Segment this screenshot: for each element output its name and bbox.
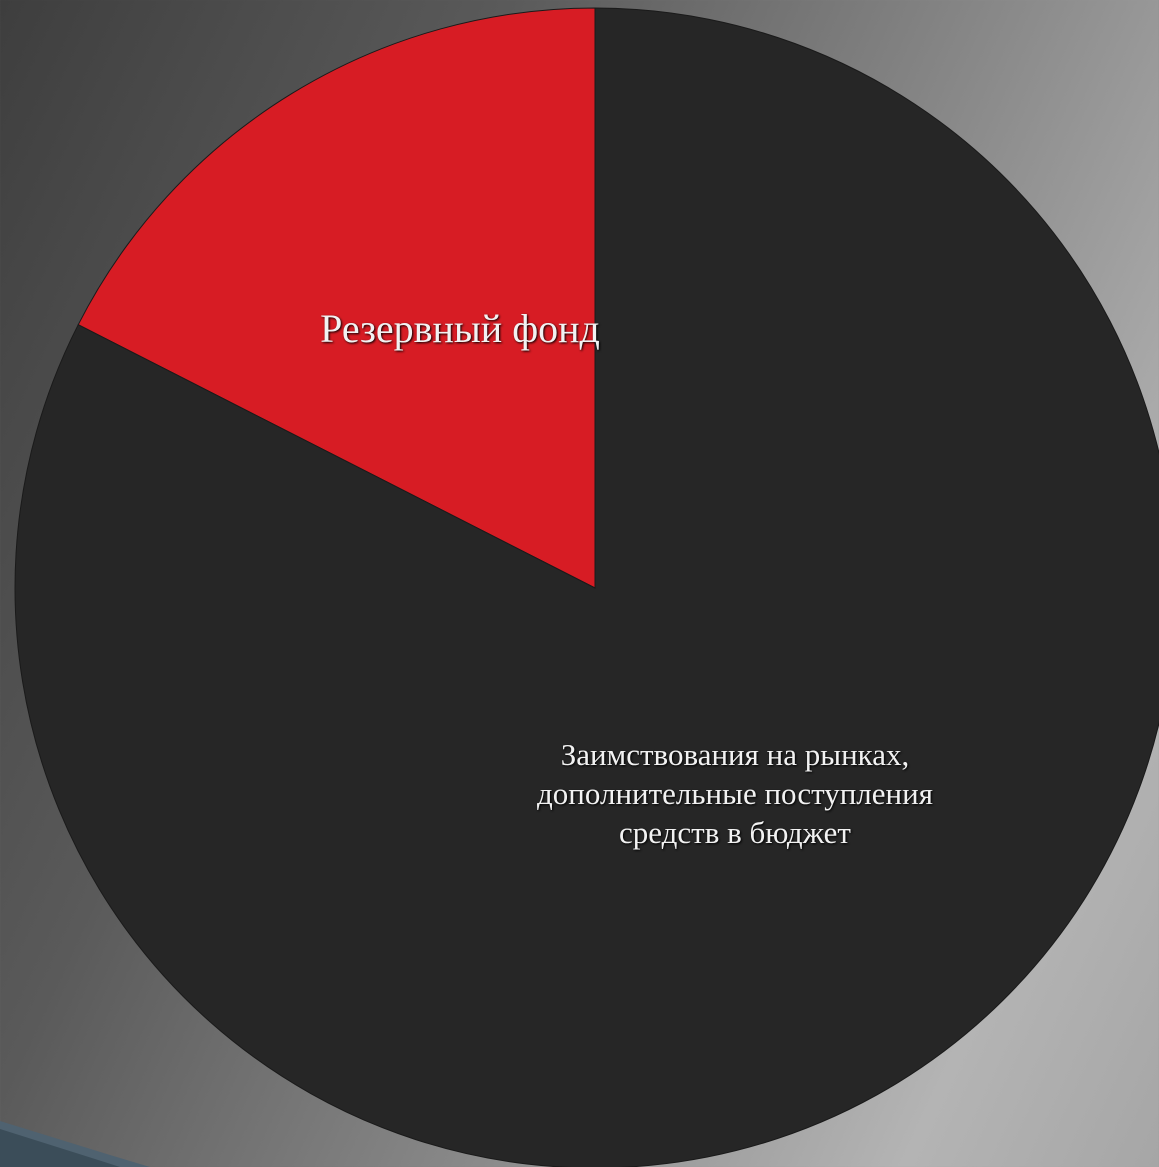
slice-label-reserve-fund: Резервный фонд <box>320 306 600 351</box>
decorative-corner-shape <box>0 1121 150 1167</box>
pie-slice-market-borrowing <box>14 7 1159 1167</box>
pie-slice-reserve-fund <box>77 7 596 589</box>
slice-label-market-borrowing: Заимствования на рынках, дополнительные … <box>537 737 933 850</box>
